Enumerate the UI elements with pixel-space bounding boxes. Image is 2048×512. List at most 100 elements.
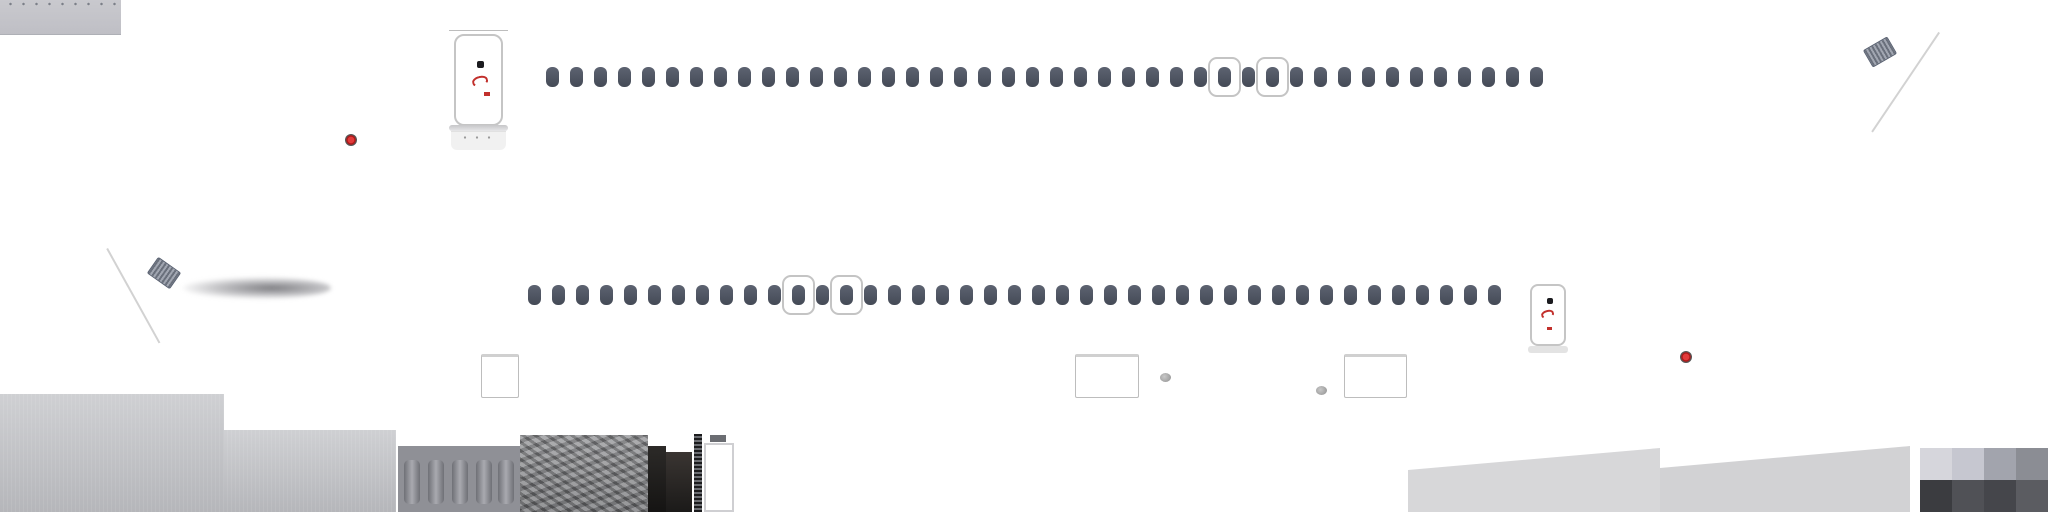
cabin-window	[1296, 285, 1309, 305]
pebble-icon	[1160, 373, 1171, 382]
cabin-window	[1056, 285, 1069, 305]
cabin-window	[1338, 67, 1351, 87]
cabin-window	[1530, 67, 1543, 87]
cabin-window	[1002, 67, 1015, 87]
red-marker-icon	[1680, 351, 1692, 363]
cabin-window	[1122, 67, 1135, 87]
cabin-window	[1194, 67, 1207, 87]
cabin-window	[906, 67, 919, 87]
cabin-window	[978, 67, 991, 87]
cabin-window	[570, 67, 583, 87]
cabin-window	[1320, 285, 1333, 305]
door-label	[1547, 327, 1552, 330]
cabin-window	[738, 67, 751, 87]
cabin-window	[1314, 67, 1327, 87]
pebble-icon	[1316, 386, 1327, 395]
swatch	[1920, 480, 1952, 512]
cabin-window	[1272, 285, 1285, 305]
cabin-window	[1128, 285, 1141, 305]
door-panel	[1530, 284, 1566, 346]
cargo-hatch	[1075, 354, 1139, 398]
antenna-grate-icon	[146, 256, 182, 290]
door-window	[477, 61, 484, 68]
window-row-upper	[546, 57, 1543, 97]
cargo-hatch	[481, 354, 519, 398]
cabin-window	[1362, 67, 1375, 87]
cabin-window	[1440, 285, 1453, 305]
swatch	[1984, 448, 2016, 480]
cabin-window	[1146, 67, 1159, 87]
cabin-window	[576, 285, 589, 305]
cabin-window	[1242, 67, 1255, 87]
cabin-window	[1368, 285, 1381, 305]
cabin-window	[648, 285, 661, 305]
door-handle-icon	[1540, 308, 1555, 320]
cabin-window	[912, 285, 925, 305]
swatch	[2016, 480, 2048, 512]
antenna-grate-icon	[1862, 36, 1898, 68]
cabin-window	[1098, 67, 1111, 87]
cabin-window	[1386, 67, 1399, 87]
cabin-window	[672, 285, 685, 305]
door-frame-top	[449, 30, 508, 32]
cabin-window	[762, 67, 775, 87]
grey-panel-right	[1660, 446, 1910, 512]
cabin-window	[1392, 285, 1405, 305]
exhaust-smudge	[183, 277, 331, 299]
grey-panel-left	[1408, 448, 1660, 512]
cabin-window	[768, 285, 781, 305]
cabin-window	[1200, 285, 1213, 305]
door-step	[451, 131, 506, 150]
swatch	[1952, 448, 1984, 480]
cabin-window	[624, 285, 637, 305]
cabin-window	[1080, 285, 1093, 305]
door-label	[484, 92, 490, 96]
swatch	[1984, 480, 2016, 512]
cabin-window	[600, 285, 613, 305]
door-panel	[454, 34, 503, 126]
cabin-window	[1176, 285, 1189, 305]
cabin-window	[810, 67, 823, 87]
cabin-window	[696, 285, 709, 305]
swatch	[1920, 448, 1952, 480]
grey-panels	[1408, 446, 1910, 512]
cabin-window	[690, 67, 703, 87]
swatch	[1952, 480, 1984, 512]
cabin-window	[744, 285, 757, 305]
striped-texture	[694, 434, 702, 512]
door-handle-icon	[470, 74, 490, 88]
cabin-window	[1248, 285, 1261, 305]
cabin-window	[1410, 67, 1423, 87]
rivet-strip	[0, 0, 121, 35]
door-sill	[449, 125, 508, 131]
cabin-window	[786, 67, 799, 87]
ribbed-panel	[398, 446, 520, 512]
door-window	[1547, 298, 1553, 304]
cabin-window	[930, 67, 943, 87]
dark-texture	[666, 452, 692, 512]
rivet-row	[4, 2, 117, 6]
swatch	[2016, 448, 2048, 480]
frame-tile	[704, 443, 734, 512]
small-tab	[710, 435, 726, 442]
cabin-window	[1290, 67, 1303, 87]
cabin-window	[858, 67, 871, 87]
cabin-window	[1434, 67, 1447, 87]
exit-window	[1256, 57, 1289, 97]
exit-window	[830, 275, 863, 315]
cabin-window	[1074, 67, 1087, 87]
cabin-window	[1170, 67, 1183, 87]
cabin-window	[1482, 67, 1495, 87]
cabin-window	[1506, 67, 1519, 87]
cabin-window	[720, 285, 733, 305]
exit-window	[1208, 57, 1241, 97]
cabin-window	[1008, 285, 1021, 305]
cargo-hatch	[1344, 354, 1407, 398]
swatch-grid	[1920, 448, 2048, 512]
cabin-window	[1464, 285, 1477, 305]
cabin-window	[864, 285, 877, 305]
dark-texture	[648, 446, 666, 512]
cabin-window	[834, 67, 847, 87]
cabin-window	[888, 285, 901, 305]
cabin-window	[984, 285, 997, 305]
